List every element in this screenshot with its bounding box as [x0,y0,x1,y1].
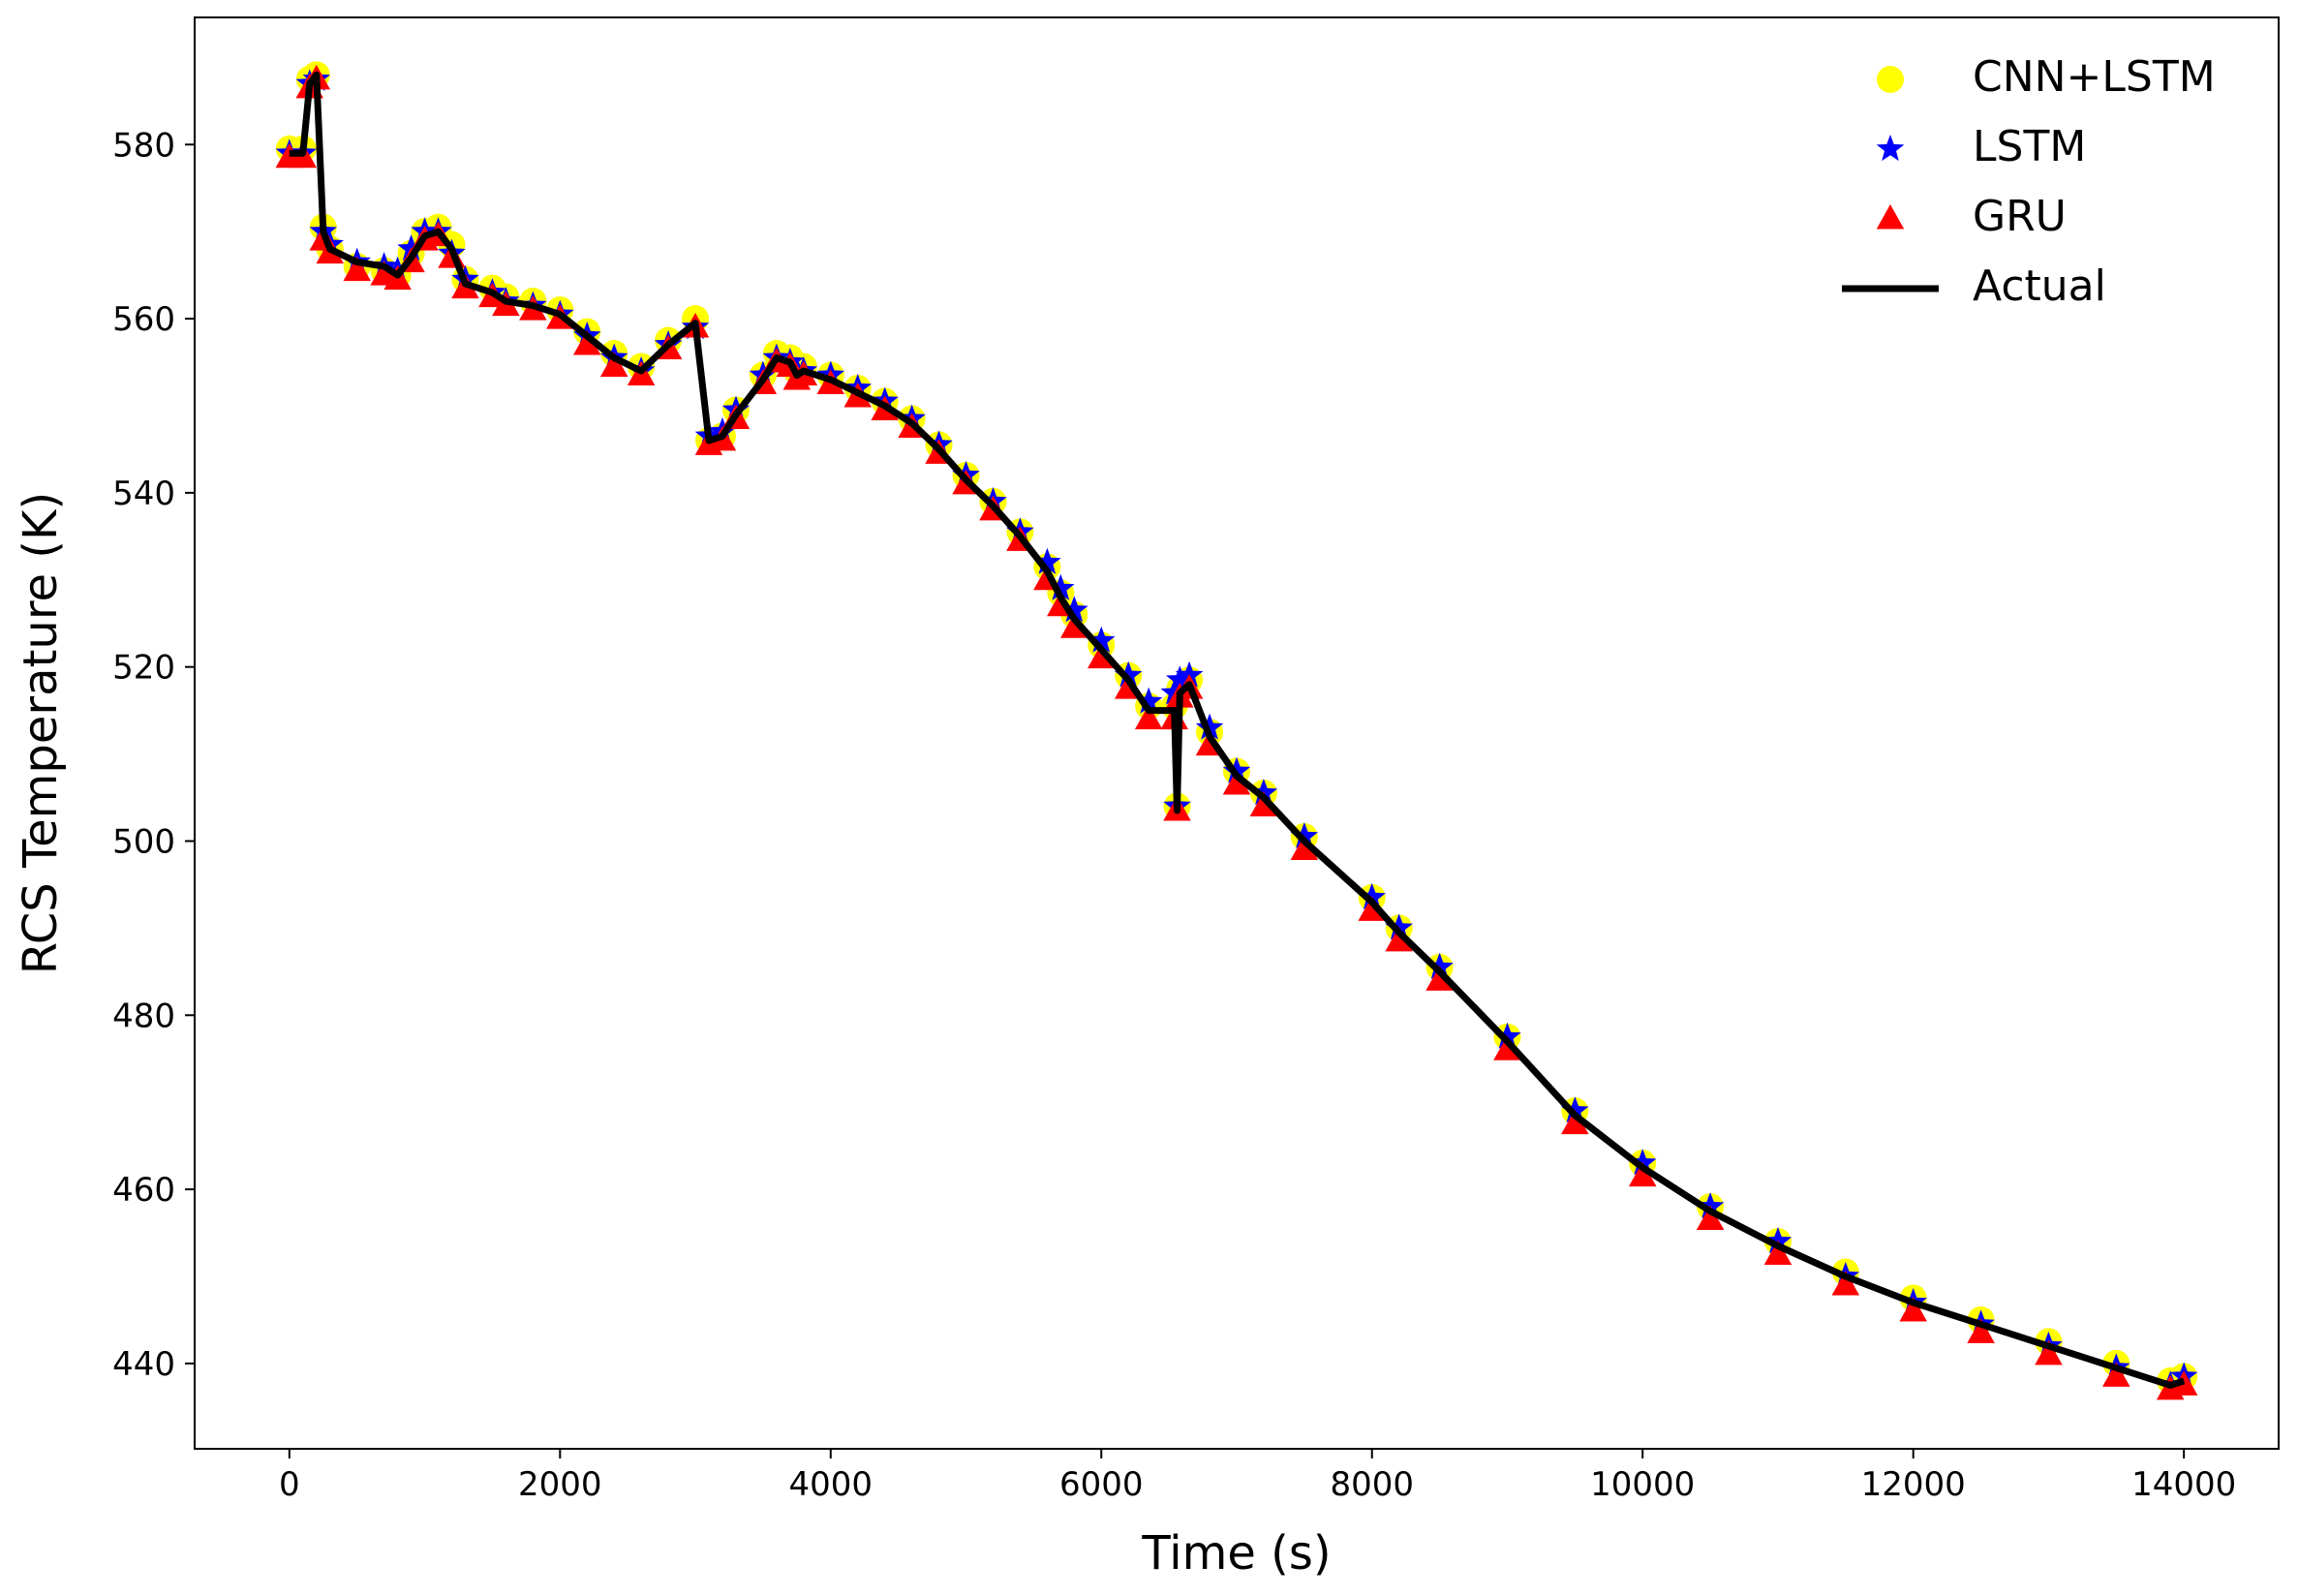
plot-frame [194,16,2280,1450]
marker [572,330,601,355]
series-markers [275,61,2198,1395]
marker [1696,1205,1725,1231]
x-tick-label: 6000 [1059,1465,1144,1504]
marker [2102,1362,2130,1387]
marker [1047,573,1075,600]
marker [1628,1161,1657,1187]
legend-label: GRU [1973,192,2067,241]
marker [1160,678,1188,705]
y-axis-label: RCS Temperature (K) [14,492,68,974]
x-tick-label: 10000 [1590,1465,1695,1504]
y-tick-label: 480 [112,997,175,1035]
marker [1831,1270,1860,1296]
x-tick-label: 2000 [518,1465,602,1504]
marker [2035,1339,2063,1366]
legend-swatch [1876,204,1905,230]
marker [1561,1109,1589,1135]
marker [1763,1240,1792,1266]
y-tick-label: 580 [112,126,175,165]
marker [1385,926,1413,952]
marker [1134,687,1163,714]
marker [1166,665,1194,692]
marker [1899,1296,1927,1322]
marker [599,352,628,378]
marker [1060,596,1088,623]
x-tick-label: 0 [279,1465,300,1504]
legend-swatch [1876,135,1905,162]
series-markers [275,64,2198,1400]
marker [1033,547,1061,574]
actual-line [289,71,2186,1389]
legend-label: LSTM [1973,122,2086,171]
legend-swatch [1877,66,1904,93]
y-tick-label: 520 [112,649,175,688]
y-tick-label: 540 [112,475,175,513]
x-tick-label: 4000 [789,1465,873,1504]
legend-label: CNN+LSTM [1973,52,2216,102]
x-tick-label: 8000 [1330,1465,1414,1504]
marker [343,256,371,282]
marker [1222,770,1251,795]
y-tick-label: 500 [112,822,175,861]
marker [1967,1318,1995,1343]
y-tick-label: 460 [112,1171,175,1210]
series-markers [275,64,2198,1397]
y-tick-label: 440 [112,1345,175,1384]
marker [1134,704,1163,730]
marker [1425,966,1454,991]
y-tick-label: 560 [112,300,175,339]
x-axis-label: Time (s) [1141,1526,1331,1581]
x-tick-label: 12000 [1861,1465,1966,1504]
x-tick-label: 14000 [2131,1465,2236,1504]
marker [1290,835,1319,860]
marker [1195,713,1224,740]
marker [1249,791,1278,817]
marker [1493,1035,1521,1060]
legend-label: Actual [1973,261,2106,311]
marker [1088,626,1116,653]
